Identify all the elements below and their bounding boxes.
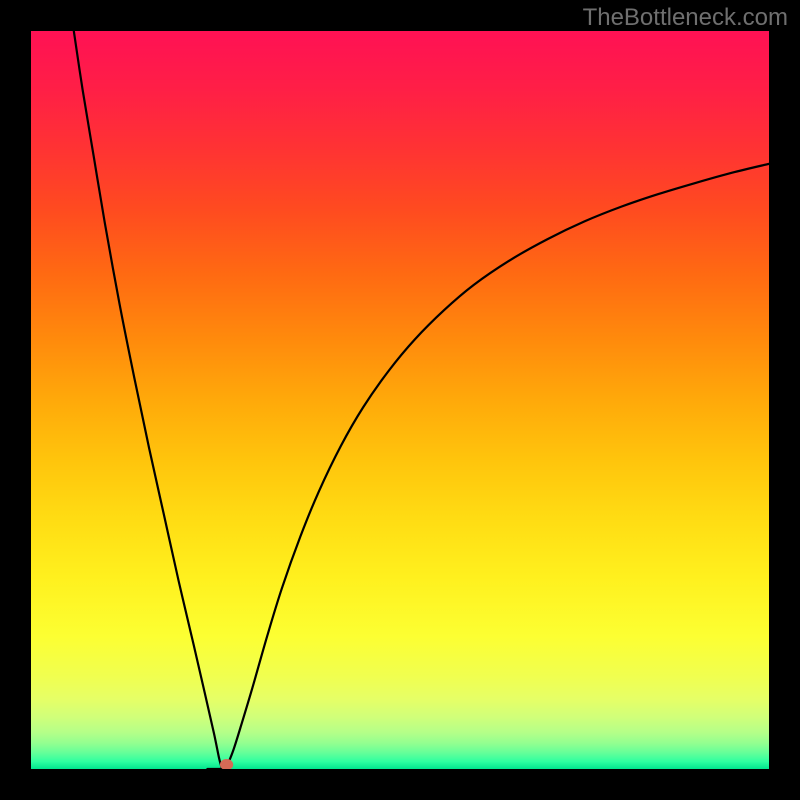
bottleneck-curve-chart (31, 31, 769, 769)
plot-area (31, 31, 769, 769)
chart-stage: TheBottleneck.com (0, 0, 800, 800)
gradient-background (31, 31, 769, 769)
watermark-text: TheBottleneck.com (583, 4, 788, 32)
